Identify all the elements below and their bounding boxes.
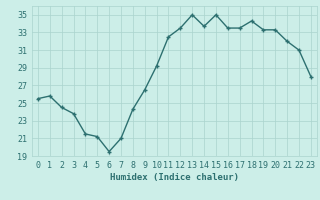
X-axis label: Humidex (Indice chaleur): Humidex (Indice chaleur) xyxy=(110,173,239,182)
